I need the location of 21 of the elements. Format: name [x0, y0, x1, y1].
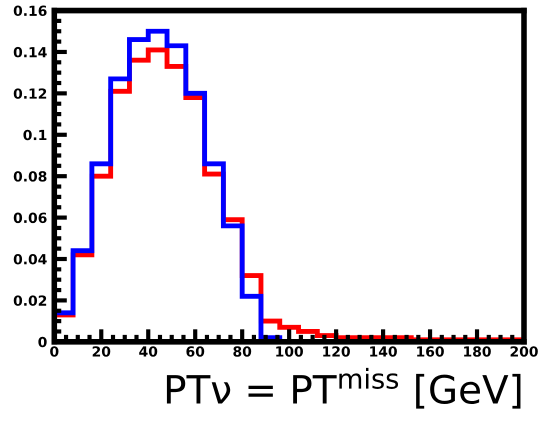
x-tick-label: 40 [139, 346, 158, 357]
y-tick-label: 0.14 [14, 46, 47, 58]
x-axis-title: PTν = PT$^{miss}$ [GeV] [166, 368, 520, 409]
y-tick-label: 0.08 [14, 171, 46, 182]
y-tick-label: 0.1 [23, 130, 46, 140]
y-tick-label: 0.12 [14, 88, 46, 99]
x-tick-label: 60 [186, 346, 204, 357]
y-tick-label: 0.16 [14, 6, 47, 16]
x-tick-label: 180 [464, 346, 491, 357]
x-tick-label: 200 [510, 346, 538, 357]
x-tick-label: 120 [323, 346, 350, 357]
y-tick-label: 0 [38, 336, 47, 348]
y-tick-label: 0.06 [14, 212, 47, 224]
x-tick-label: 80 [233, 346, 252, 357]
y-tick-label: 0.02 [14, 295, 46, 306]
x-tick-label: 20 [92, 346, 110, 357]
x-tick-label: 160 [417, 346, 444, 357]
x-tick-label: 100 [276, 346, 303, 357]
x-tick-label: 140 [370, 346, 397, 357]
x-tick-label: 0 [50, 346, 58, 357]
y-tick-label: 0.04 [14, 254, 47, 264]
